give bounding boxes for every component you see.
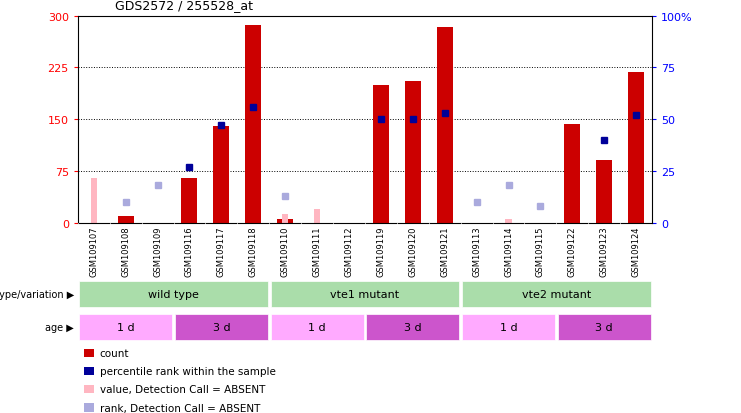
Bar — [462, 314, 555, 340]
Text: 1 d: 1 d — [117, 322, 134, 332]
Text: GSM109123: GSM109123 — [599, 225, 608, 276]
Text: GSM109107: GSM109107 — [89, 225, 99, 276]
Text: 1 d: 1 d — [308, 322, 326, 332]
Bar — [558, 314, 651, 340]
Bar — [405, 82, 421, 223]
Text: GSM109109: GSM109109 — [153, 225, 162, 276]
Bar — [597, 161, 612, 223]
Text: rank, Detection Call = ABSENT: rank, Detection Call = ABSENT — [99, 403, 260, 413]
Bar — [277, 220, 293, 223]
Text: GDS2572 / 255528_at: GDS2572 / 255528_at — [115, 0, 253, 12]
Text: GSM109116: GSM109116 — [185, 225, 194, 276]
Text: age ▶: age ▶ — [45, 322, 74, 332]
Bar — [565, 125, 580, 223]
Text: vte1 mutant: vte1 mutant — [330, 289, 399, 299]
Bar — [84, 367, 94, 375]
Text: GSM109113: GSM109113 — [472, 225, 481, 276]
Text: GSM109120: GSM109120 — [408, 225, 417, 276]
Bar — [314, 209, 320, 223]
Bar — [282, 215, 288, 223]
Text: count: count — [99, 348, 129, 358]
Text: GSM109122: GSM109122 — [568, 225, 576, 276]
Text: GSM109118: GSM109118 — [249, 225, 258, 276]
Text: GSM109115: GSM109115 — [536, 225, 545, 276]
Bar — [245, 26, 262, 223]
Bar — [84, 349, 94, 357]
Text: GSM109108: GSM109108 — [122, 225, 130, 276]
Text: percentile rank within the sample: percentile rank within the sample — [99, 366, 276, 376]
Text: GSM109121: GSM109121 — [440, 225, 449, 276]
Text: GSM109124: GSM109124 — [631, 225, 641, 276]
Text: GSM109112: GSM109112 — [345, 225, 353, 276]
Bar — [270, 281, 459, 307]
Bar — [182, 178, 197, 223]
Text: GSM109119: GSM109119 — [376, 225, 385, 276]
Bar — [90, 178, 97, 223]
Bar — [628, 73, 644, 223]
Text: 1 d: 1 d — [499, 322, 517, 332]
Text: wild type: wild type — [148, 289, 199, 299]
Bar — [436, 28, 453, 223]
Bar — [84, 385, 94, 394]
Bar — [175, 314, 268, 340]
Text: 3 d: 3 d — [213, 322, 230, 332]
Bar — [79, 281, 268, 307]
Text: GSM109110: GSM109110 — [281, 225, 290, 276]
Bar — [270, 314, 364, 340]
Text: vte2 mutant: vte2 mutant — [522, 289, 591, 299]
Text: GSM109117: GSM109117 — [217, 225, 226, 276]
Bar — [79, 314, 172, 340]
Bar — [118, 216, 133, 223]
Bar — [84, 404, 94, 412]
Text: 3 d: 3 d — [596, 322, 613, 332]
Text: GSM109114: GSM109114 — [504, 225, 513, 276]
Bar — [373, 85, 389, 223]
Bar — [505, 220, 512, 223]
Bar — [213, 127, 230, 223]
Bar — [462, 281, 651, 307]
Bar — [366, 314, 459, 340]
Text: 3 d: 3 d — [404, 322, 422, 332]
Text: value, Detection Call = ABSENT: value, Detection Call = ABSENT — [99, 385, 265, 394]
Text: GSM109111: GSM109111 — [313, 225, 322, 276]
Text: genotype/variation ▶: genotype/variation ▶ — [0, 289, 74, 299]
